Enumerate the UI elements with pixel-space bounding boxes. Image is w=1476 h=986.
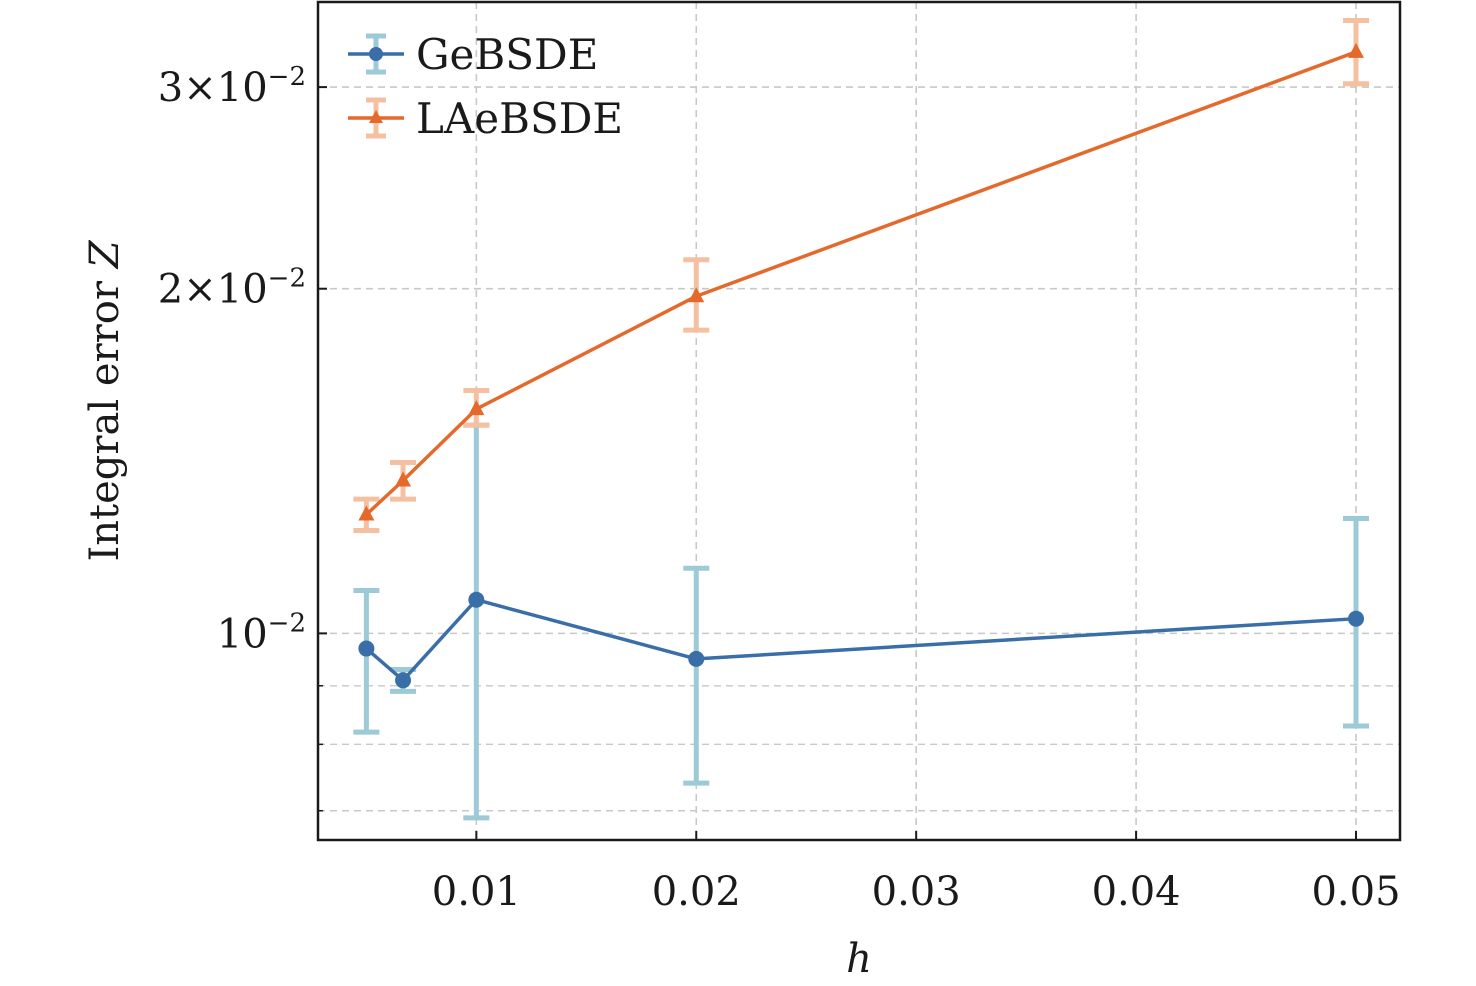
data-point xyxy=(688,287,705,303)
series-layer xyxy=(353,17,1370,821)
series-line xyxy=(365,597,1357,683)
x-tick-label: 0.05 xyxy=(1311,869,1400,915)
ticks: 0.01 0.02 0.03 0.04 0.05 10−2 2×10−2 3×10−2 xyxy=(158,62,1401,915)
legend-marker xyxy=(369,47,383,61)
legend: GeBSDE LAeBSDE xyxy=(348,30,623,143)
x-tick-label: 0.04 xyxy=(1092,869,1181,915)
data-point xyxy=(358,640,375,657)
y-axis-label-text: Integral error xyxy=(82,268,128,561)
y-tick-label: 2×10−2 xyxy=(158,264,306,313)
data-point xyxy=(468,591,485,608)
y-axis-label: Integral error Z xyxy=(82,239,128,561)
data-point xyxy=(1348,610,1365,627)
plot-frame xyxy=(316,0,1402,842)
x-tick-label: 0.03 xyxy=(872,869,961,915)
y-tick-label: 10−2 xyxy=(217,608,306,657)
x-axis-label: h xyxy=(846,936,872,982)
y-axis-label-variable: Z xyxy=(82,239,128,270)
data-point xyxy=(395,471,412,487)
data-point xyxy=(468,400,485,416)
series-laebsde xyxy=(353,17,1370,533)
series-gebsde xyxy=(353,422,1370,821)
errorbars-gebsde xyxy=(353,422,1370,821)
data-point xyxy=(395,672,412,689)
legend-item-laebsde: LAeBSDE xyxy=(348,94,623,143)
x-tick-label: 0.02 xyxy=(652,869,741,915)
legend-label: LAeBSDE xyxy=(416,94,623,143)
data-point xyxy=(688,650,705,667)
data-point xyxy=(358,505,375,521)
x-tick-label: 0.01 xyxy=(432,869,521,915)
legend-label: GeBSDE xyxy=(416,30,598,79)
data-point xyxy=(1348,42,1365,58)
y-tick-label: 3×10−2 xyxy=(158,62,306,111)
legend-item-gebsde: GeBSDE xyxy=(348,30,598,79)
legend-marker xyxy=(369,110,383,123)
